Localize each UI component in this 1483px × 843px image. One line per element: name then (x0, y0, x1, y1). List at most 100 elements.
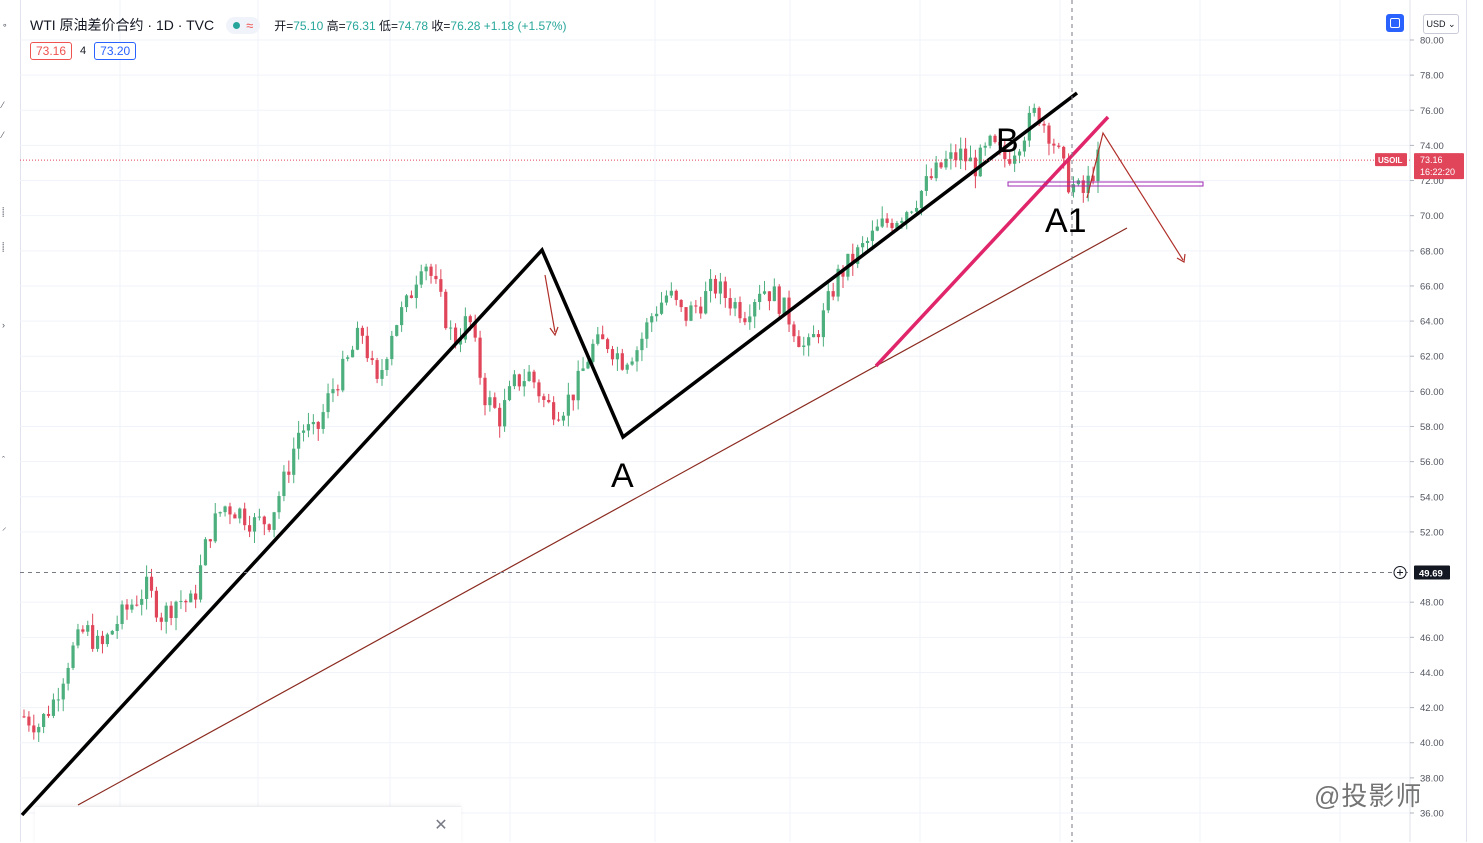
fullscreen-button[interactable] (1386, 14, 1404, 32)
candle-body (669, 290, 673, 296)
candle-body (552, 402, 556, 420)
candle-body (689, 305, 693, 321)
last-price-tag (1414, 153, 1464, 180)
symbol-tag (1375, 153, 1407, 167)
candle-body (468, 316, 472, 323)
candle-body (282, 471, 286, 497)
prediction-tool-icon[interactable]: ⸽ (2, 242, 5, 252)
candle-body (640, 338, 644, 351)
trendline-tool-icon[interactable]: ⁄ (2, 100, 4, 110)
candle-body (939, 162, 943, 168)
candle-body (198, 565, 203, 600)
candle-body (159, 617, 163, 622)
price-tick-label: 36.00 (1420, 809, 1444, 820)
candle-body (287, 471, 291, 475)
candle-body (959, 148, 963, 161)
candle-body (861, 243, 865, 248)
label-b: B (996, 122, 1019, 160)
candle-body (1003, 145, 1007, 160)
candle-body (1086, 175, 1090, 193)
candle-body (1081, 180, 1085, 193)
market-status-pill[interactable]: ≈ (226, 16, 261, 34)
fib-tool-icon[interactable]: ⁄ (2, 130, 4, 140)
candle-body (655, 313, 659, 317)
small-arrowhead (549, 326, 559, 337)
countdown-label: 16:22:20 (1420, 167, 1455, 177)
bid-price[interactable]: 73.16 (30, 42, 73, 60)
price-tick-label: 42.00 (1420, 703, 1444, 714)
candle-body (424, 266, 428, 272)
label-a: A (611, 457, 634, 495)
candle-body (71, 645, 75, 668)
candle-body (46, 713, 51, 716)
candle-body (61, 683, 65, 700)
close-icon[interactable]: ✕ (434, 817, 448, 834)
bottom-popup (35, 806, 461, 843)
candle-body (1042, 123, 1046, 126)
candle-body (409, 295, 414, 298)
candle-body (522, 381, 526, 387)
close-label: 收= (431, 18, 451, 33)
candle-body (542, 396, 546, 400)
candle-body (498, 407, 502, 427)
candle-body (135, 604, 139, 606)
close-value: 76.28 (450, 18, 481, 33)
candle-body (527, 371, 531, 382)
price-axis[interactable]: 80.00 78.00 76.00 74.00 72.00 70.00 68.00 66.00… (1409, 0, 1444, 842)
candle-body (870, 230, 875, 241)
price-tick-label: 76.00 (1420, 106, 1444, 117)
symbol-legend[interactable]: WTI 原油差价合约 · 1D · TVC ≈ 开=75.10 高=76.31 … (30, 15, 567, 35)
candle-body (762, 291, 767, 294)
price-tick-label: 64.00 (1420, 317, 1444, 328)
low-value: 74.78 (398, 18, 429, 33)
candle-body (1037, 107, 1041, 124)
shapes-tool-icon[interactable]: › (2, 320, 5, 330)
price-tick-label: 58.00 (1420, 422, 1444, 433)
candle-body (326, 393, 330, 413)
candle-body (105, 634, 109, 645)
candle-body (694, 305, 698, 307)
candle-body (478, 337, 482, 378)
crosshair-price-label: 49.69 (1419, 568, 1443, 579)
small-arrow (544, 274, 556, 333)
pattern-tool-icon[interactable]: ⸽ (2, 207, 5, 217)
ask-price[interactable]: 73.20 (94, 42, 137, 60)
candle-body (865, 240, 870, 244)
candle-body (404, 295, 409, 308)
candle-body (292, 448, 296, 475)
candle-body (826, 291, 830, 311)
candle-body (586, 361, 590, 369)
drawing-toolbar[interactable]: ∘ ⁄ ⁄ ⸽ ⸽ › ˆ ⸝ (0, 0, 21, 842)
right-sidebar[interactable] (1466, 0, 1483, 842)
measure-tool-icon[interactable]: ˆ (2, 455, 5, 465)
candle-body (988, 135, 992, 146)
candle-body (532, 371, 536, 383)
candle-body (748, 316, 752, 323)
candle-body (1017, 151, 1022, 156)
candle-body (547, 399, 551, 403)
candle-body (169, 605, 173, 619)
bid-ask-panel: 73.16 4 73.20 (30, 41, 137, 61)
currency-dropdown[interactable]: USD ⌄ (1423, 14, 1459, 34)
price-tick-label: 40.00 (1420, 738, 1444, 749)
candle-body (581, 368, 585, 371)
candle-body (684, 307, 688, 321)
candle-body (507, 386, 512, 401)
candle-body (120, 604, 124, 625)
candle-body (429, 266, 433, 276)
candle-body (493, 397, 497, 408)
range-box (1007, 181, 1204, 187)
price-tick-label: 56.00 (1420, 457, 1444, 468)
candle-body (934, 162, 938, 179)
price-tick-label: 70.00 (1420, 211, 1444, 222)
candle-body (66, 667, 70, 684)
candle-body (365, 335, 369, 359)
candle-body (968, 157, 973, 162)
candle-body (22, 716, 26, 718)
candle-body (42, 713, 46, 727)
candle-body (449, 327, 453, 329)
candle-body (91, 625, 95, 649)
zoom-tool-icon[interactable]: ⸝ (2, 522, 7, 532)
cursor-tool-icon[interactable]: ∘ (2, 20, 8, 30)
